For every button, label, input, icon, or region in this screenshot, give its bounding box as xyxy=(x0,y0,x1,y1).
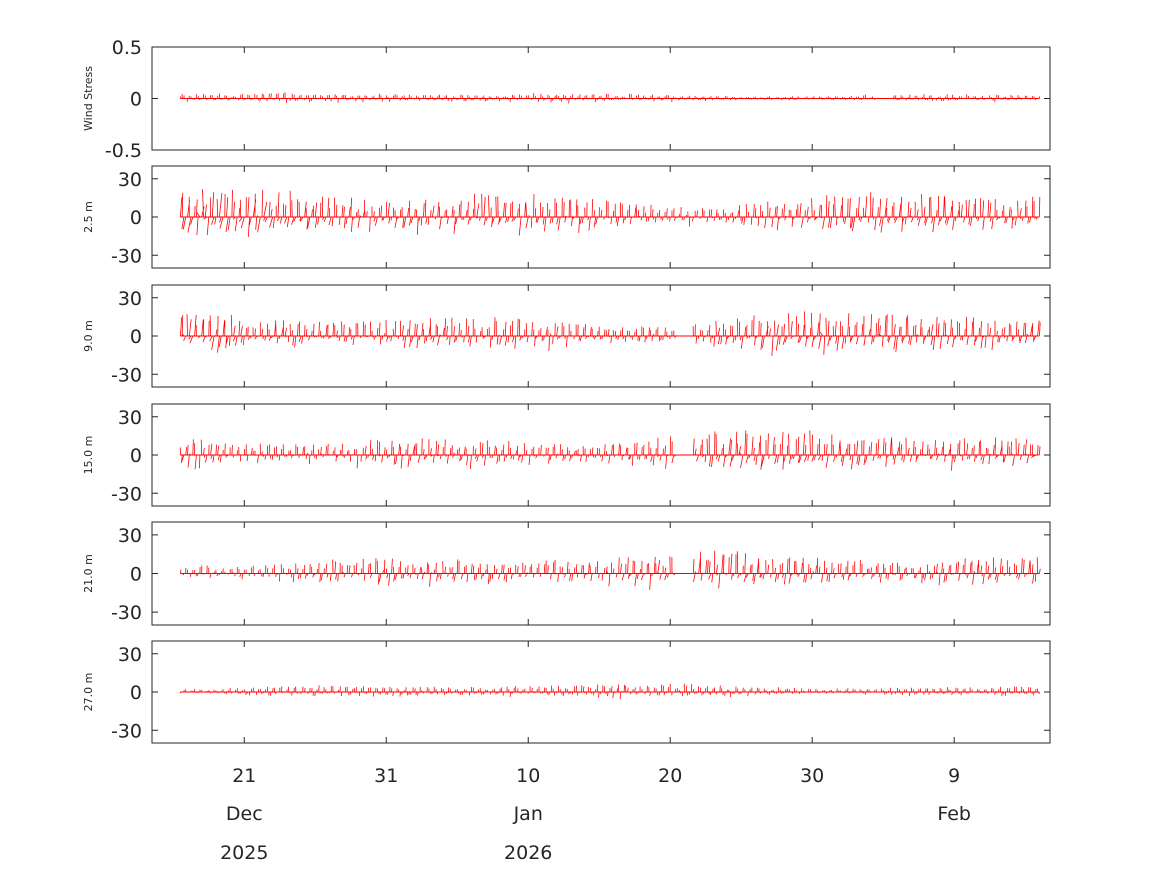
panel-ylabel: 9.0 m xyxy=(82,320,95,352)
stick-lines xyxy=(180,92,1041,104)
ytick-label: 30 xyxy=(118,169,142,191)
panel-5: 30 0 -30 21.0 m xyxy=(82,521,1051,626)
xtick-month-label: Feb xyxy=(937,803,971,825)
ytick-label: 0 xyxy=(130,326,142,348)
panel-ylabel: Wind Stress xyxy=(82,66,95,131)
ytick-label: 30 xyxy=(118,407,142,429)
stick-lines xyxy=(180,550,1041,591)
stick-series xyxy=(180,311,1041,356)
xtick-day-label: 9 xyxy=(948,765,960,787)
ytick-label: -30 xyxy=(111,245,142,267)
panel-ylabel: 21.0 m xyxy=(82,554,95,593)
ytick-label: -30 xyxy=(111,602,142,624)
ytick-label: -30 xyxy=(111,720,142,742)
panel-ylabel: 15.0 m xyxy=(82,436,95,475)
panel-2: 30 0 -30 2.5 m xyxy=(82,165,1051,269)
stick-lines xyxy=(180,430,1041,471)
xtick-day-label: 31 xyxy=(374,765,398,787)
stick-series xyxy=(180,189,1041,238)
ytick-label: 30 xyxy=(118,525,142,547)
ytick-label: 0 xyxy=(130,89,142,111)
xtick-month-label: Jan xyxy=(513,803,543,825)
stick-series xyxy=(180,550,1041,591)
stick-lines xyxy=(180,311,1041,356)
xtick-month-label: Dec xyxy=(226,803,263,825)
stick-series xyxy=(179,683,1040,700)
ytick-label: 0 xyxy=(130,207,142,229)
ytick-label: 0 xyxy=(130,682,142,704)
panel-ylabel: 2.5 m xyxy=(82,201,95,233)
stick-lines xyxy=(180,189,1041,238)
xtick-day-label: 20 xyxy=(658,765,682,787)
xtick-day-label: 10 xyxy=(516,765,540,787)
x-axis-labels: 21 Dec 2025 31 10 Jan 2026 20 30 9 Feb xyxy=(220,765,971,864)
stick-series xyxy=(180,92,1041,104)
ytick-label: 30 xyxy=(118,288,142,310)
ytick-label: -30 xyxy=(111,364,142,386)
panel-ylabel: 27.0 m xyxy=(82,673,95,712)
ytick-label: 0.5 xyxy=(112,37,142,59)
ytick-label: 0 xyxy=(130,564,142,586)
xtick-year-label: 2025 xyxy=(220,842,268,864)
panel-6: 30 0 -30 27.0 m xyxy=(82,640,1051,744)
xtick-day-label: 21 xyxy=(232,765,256,787)
ytick-label: 30 xyxy=(118,644,142,666)
panel-4: 30 0 -30 15.0 m xyxy=(82,403,1051,507)
panel-3: 30 0 -30 9.0 m xyxy=(82,284,1051,388)
stick-lines xyxy=(179,683,1040,700)
panel-1: 0.5 0 -0.5 Wind Stress xyxy=(82,37,1051,162)
stick-series xyxy=(180,430,1041,471)
xtick-day-label: 30 xyxy=(800,765,824,787)
ytick-label: -0.5 xyxy=(105,140,142,162)
ytick-label: 0 xyxy=(130,445,142,467)
xtick-year-label: 2026 xyxy=(504,842,552,864)
ytick-label: -30 xyxy=(111,483,142,505)
